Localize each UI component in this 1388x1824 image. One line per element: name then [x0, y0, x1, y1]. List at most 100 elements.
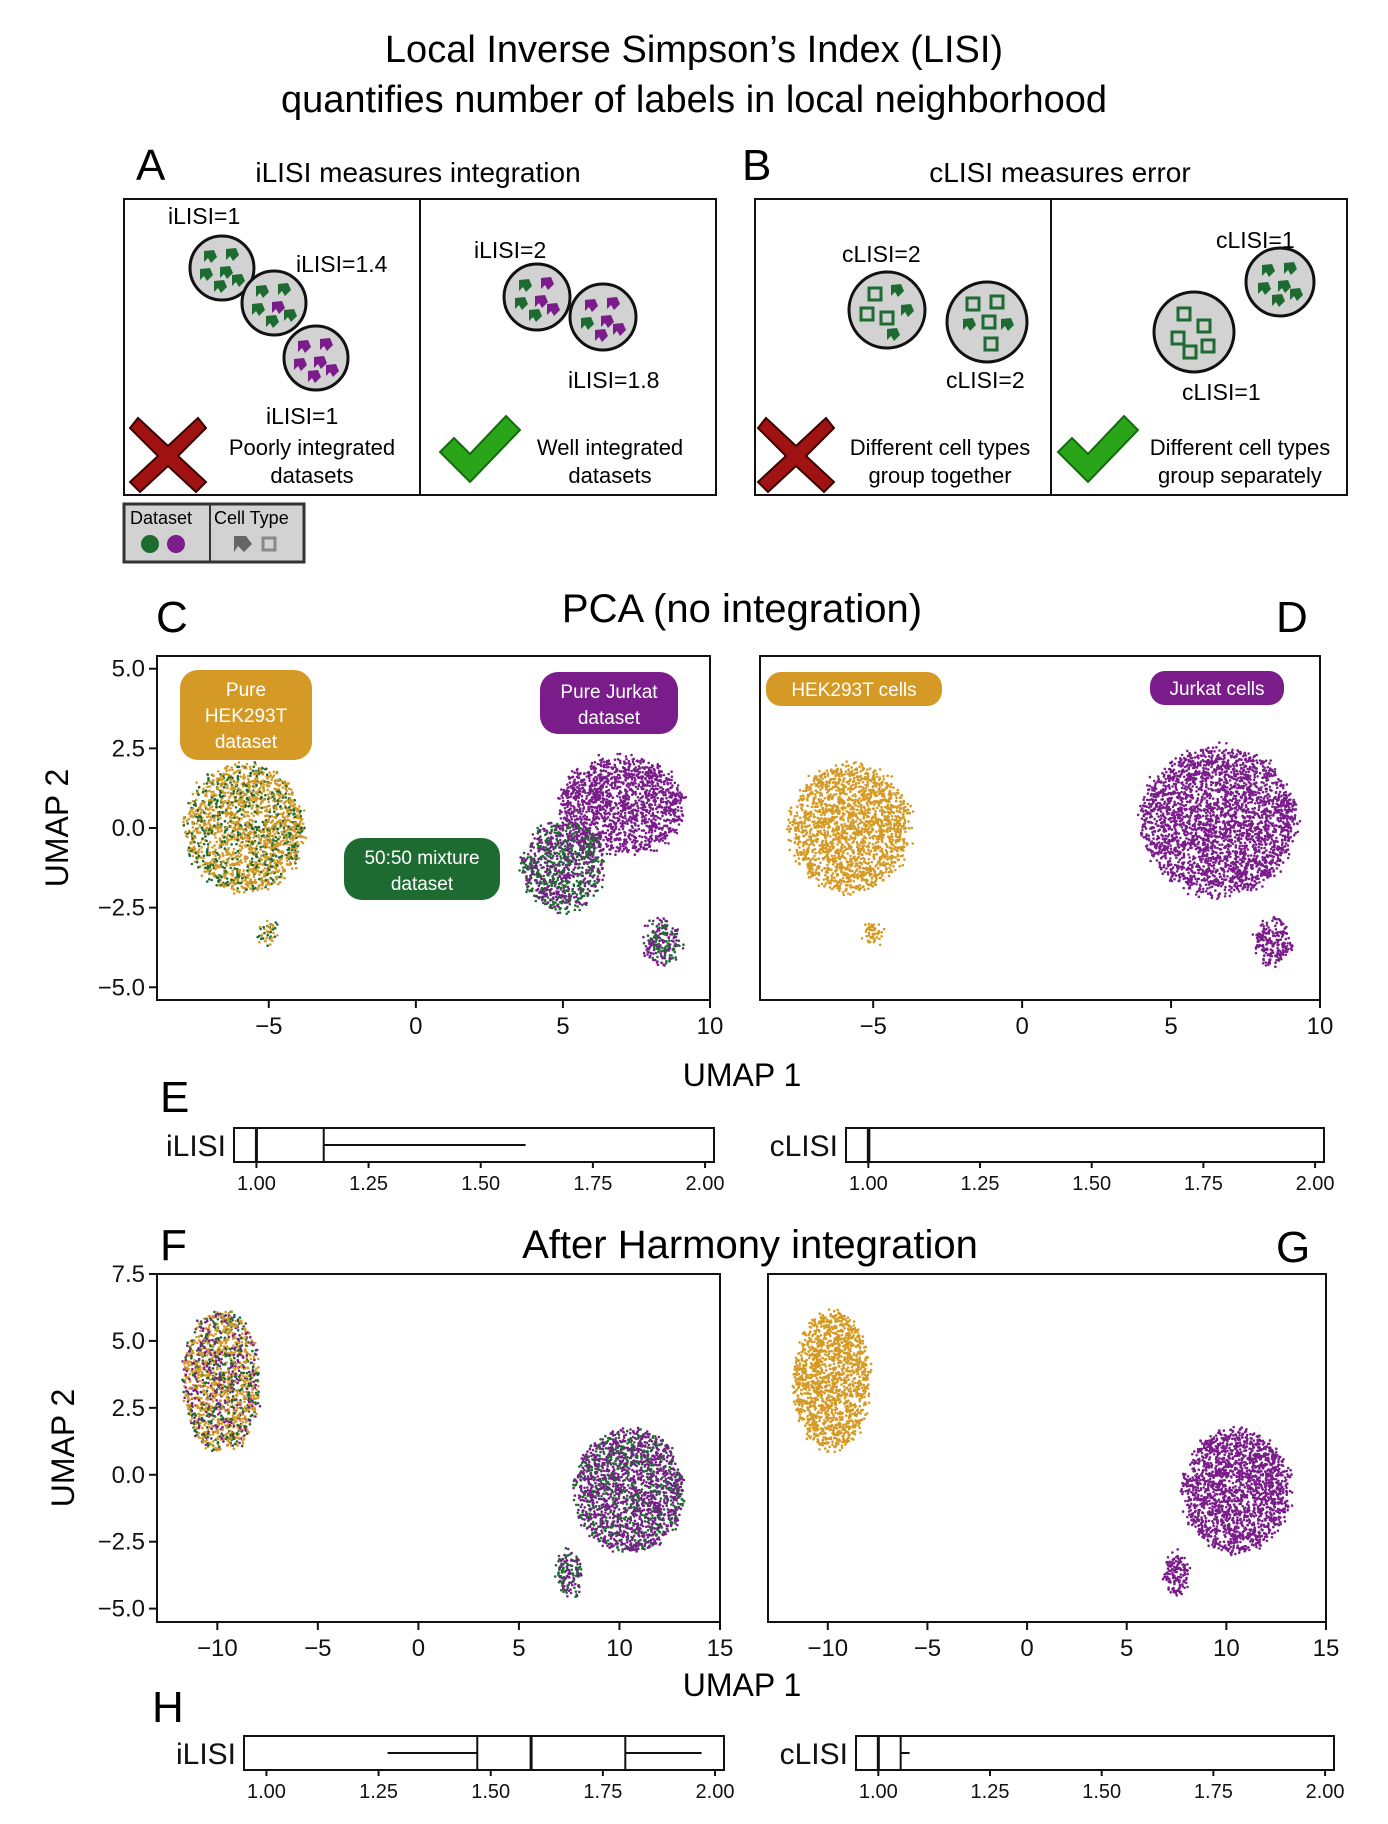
cell-point: [276, 799, 280, 802]
cell-point: [258, 790, 262, 794]
cell-point: [237, 801, 240, 805]
cell-point: [233, 877, 236, 881]
cell-point: [647, 831, 651, 834]
cell-point: [656, 816, 660, 819]
cell-point: [604, 800, 608, 804]
cell-point: [569, 807, 572, 810]
cell-point: [283, 781, 287, 785]
cell-point: [680, 819, 684, 822]
cell-point: [291, 791, 294, 794]
cell-point: [221, 804, 225, 808]
cell-point: [216, 828, 220, 831]
cell-point: [209, 818, 213, 821]
cell-point: [569, 894, 573, 898]
cell-point: [281, 851, 285, 855]
cell-point: [539, 881, 543, 884]
cell-point: [654, 818, 657, 822]
cell-point: [663, 779, 667, 783]
cell-point: [561, 863, 565, 866]
cell-point: [621, 795, 625, 798]
cell-point: [580, 787, 583, 790]
cell-point: [577, 805, 580, 808]
cell-blob-icon: [963, 318, 976, 331]
cell-point: [618, 792, 621, 795]
cell-point: [632, 808, 635, 812]
cell-point: [641, 787, 645, 791]
cell-point: [580, 894, 584, 898]
cell-point: [555, 854, 559, 858]
cell-point: [207, 777, 210, 780]
cell-point: [563, 806, 567, 810]
cell-point: [191, 822, 194, 825]
cell-point: [646, 924, 649, 928]
cell-point: [576, 899, 579, 902]
cell-point: [193, 848, 196, 852]
cell-point: [663, 957, 667, 960]
cell-point: [182, 816, 186, 819]
cell-blob-icon: [256, 285, 269, 298]
cell-point: [223, 780, 227, 783]
cell-point: [195, 822, 199, 825]
cell-point: [214, 854, 217, 858]
cell-point: [549, 841, 553, 844]
cell-point: [258, 883, 262, 887]
cell-point: [246, 790, 249, 793]
cell-point: [618, 818, 621, 822]
cell-point: [531, 887, 534, 890]
cell-point: [648, 919, 651, 922]
cell-point: [612, 812, 615, 816]
cell-point: [573, 823, 576, 826]
cell-point: [640, 785, 643, 789]
cell-point: [650, 764, 654, 767]
cell-point: [569, 804, 573, 807]
cell-point: [191, 811, 195, 814]
cell-point: [539, 863, 542, 867]
cell-point: [617, 811, 620, 814]
clisi-label-1-top: cLISI=1: [1216, 227, 1295, 253]
cell-point: [250, 812, 253, 815]
cell-point: [552, 903, 555, 906]
cell-point: [583, 877, 587, 880]
cell-point: [637, 775, 640, 779]
cell-point: [593, 760, 597, 764]
cell-blob-icon: [535, 295, 548, 308]
cell-point: [210, 805, 214, 808]
cell-point: [566, 885, 570, 889]
cell-point: [578, 784, 581, 787]
cell-point: [636, 769, 639, 773]
cell-point: [208, 789, 211, 793]
cell-point: [260, 858, 264, 862]
cell-point: [557, 826, 561, 829]
umap-c-points: [182, 752, 688, 967]
cell-point: [596, 762, 600, 766]
cell-point: [655, 807, 658, 811]
cell-point: [642, 951, 646, 955]
cell-point: [665, 824, 669, 828]
cell-point: [236, 769, 239, 772]
cell-point: [586, 856, 590, 860]
cell-point: [539, 824, 543, 827]
cell-point: [674, 935, 678, 939]
cell-point: [623, 769, 627, 772]
cell-point: [212, 871, 216, 875]
poorly-integrated-line1: Poorly integrated: [229, 435, 395, 460]
cell-point: [670, 778, 673, 782]
cell-point: [237, 863, 241, 866]
cell-point: [588, 818, 591, 822]
cell-point: [660, 921, 663, 924]
cell-point: [266, 828, 269, 831]
cell-point: [632, 762, 636, 766]
cell-point: [266, 797, 270, 801]
cell-point: [202, 823, 206, 827]
cell-point: [588, 774, 592, 777]
cell-point: [283, 828, 286, 832]
cell-point: [234, 795, 237, 799]
cell-point: [577, 830, 581, 833]
cell-point: [635, 759, 639, 763]
cell-point: [625, 773, 629, 776]
cell-blob-icon: [547, 303, 560, 316]
cell-point: [595, 857, 599, 860]
cell-point: [258, 873, 261, 876]
cell-point: [222, 786, 226, 789]
cell-point: [561, 899, 564, 902]
